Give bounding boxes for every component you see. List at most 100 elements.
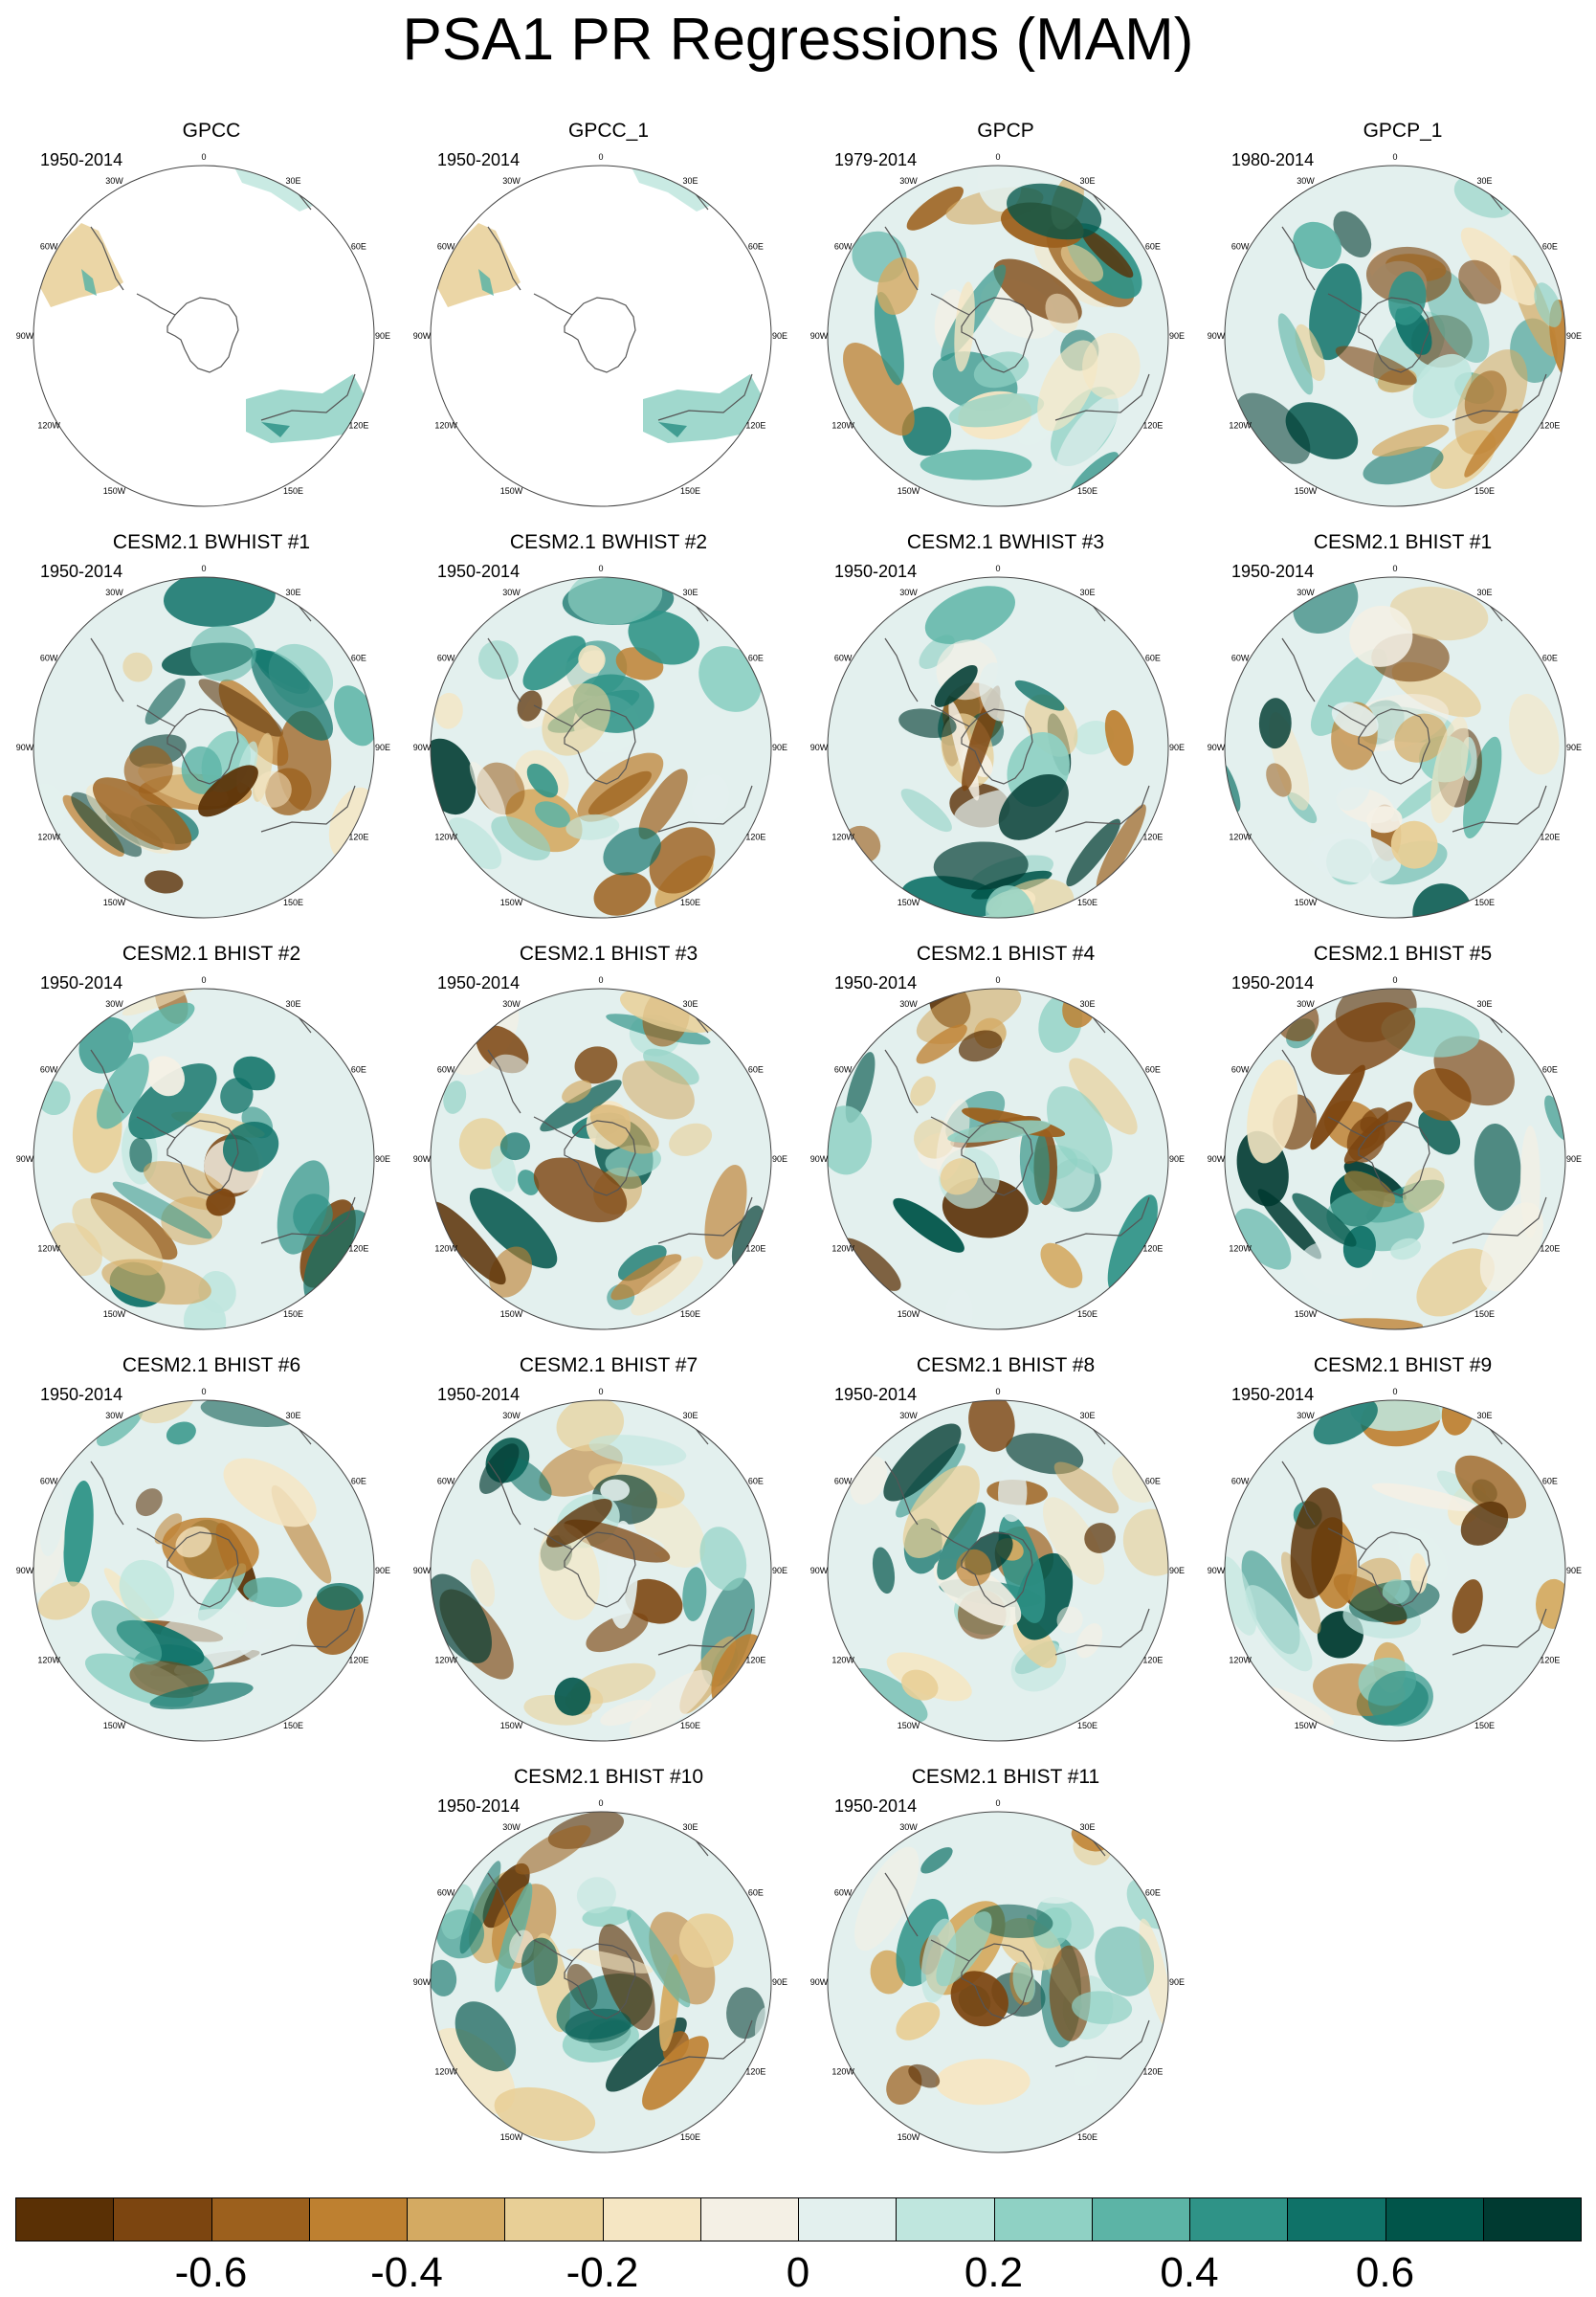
longitude-label: 120W: [434, 833, 457, 842]
longitude-label: 120E: [1142, 2067, 1163, 2077]
longitude-label: 60E: [1145, 242, 1161, 252]
longitude-label: 90E: [375, 1566, 390, 1575]
map-panel: 0 30E 60E 90E 120E 150E 180 150W 120W 90W 60W 30W CE…: [1207, 1353, 1596, 1746]
longitude-label: 0: [201, 152, 206, 162]
longitude-label: 90W: [810, 331, 829, 341]
panel-title: CESM2.1 BWHIST #2: [509, 531, 708, 553]
longitude-label: 0: [995, 564, 1000, 573]
longitude-label: 180: [593, 510, 608, 511]
polar-map: 0 30E 60E 90E 120E 150E 180 150W 120W 90W 60W 30W: [1208, 1387, 1582, 1746]
longitude-label: 120W: [434, 1244, 457, 1254]
longitude-label: 180: [990, 922, 1005, 923]
longitude-label: 150W: [898, 2132, 920, 2142]
longitude-label: 150E: [680, 2132, 700, 2142]
longitude-label: 0: [598, 152, 603, 162]
longitude-label: 90E: [772, 1566, 787, 1575]
longitude-label: 120E: [348, 421, 368, 431]
longitude-label: 0: [1392, 152, 1397, 162]
colorbar-swatch: [113, 2197, 212, 2241]
longitude-label: 150E: [283, 1309, 303, 1319]
figure-title: PSA1 PR Regressions (MAM): [402, 7, 1194, 73]
longitude-label: 120W: [37, 421, 60, 431]
longitude-label: 0: [995, 975, 1000, 985]
longitude-label: 60W: [1231, 654, 1250, 663]
panel-title: GPCC: [182, 120, 241, 142]
longitude-label: 120E: [745, 2067, 765, 2077]
longitude-label: 60W: [437, 1065, 455, 1075]
longitude-label: 0: [201, 975, 206, 985]
longitude-label: 30E: [1476, 588, 1492, 597]
longitude-label: 120E: [745, 1244, 765, 1254]
longitude-label: 150E: [1077, 2132, 1097, 2142]
longitude-label: 90E: [772, 1977, 787, 1987]
polar-map: 0 30E 60E 90E 120E 150E 180 150W 120W 90W 60W 30W: [413, 1387, 787, 1746]
longitude-label: 60W: [437, 242, 455, 252]
longitude-label: 90E: [1169, 1154, 1185, 1164]
longitude-label: 30W: [899, 176, 918, 186]
longitude-label: 60E: [1145, 1065, 1161, 1075]
longitude-label: 90E: [1169, 743, 1185, 752]
longitude-label: 120W: [37, 1244, 60, 1254]
longitude-label: 120W: [831, 1656, 854, 1665]
longitude-label: 90E: [375, 1154, 390, 1164]
map-panel: 0 30E 60E 90E 120E 150E 180 150W 120W 90W 60W 30W CE…: [15, 1353, 408, 1746]
longitude-label: 0: [598, 1798, 603, 1808]
colorbar-tick-label: -0.6: [174, 2249, 248, 2296]
longitude-label: 90W: [413, 1566, 432, 1575]
longitude-label: 30W: [899, 999, 918, 1009]
longitude-label: 90E: [772, 743, 787, 752]
panel-title: CESM2.1 BWHIST #3: [906, 531, 1105, 553]
longitude-label: 90W: [16, 331, 34, 341]
longitude-label: 60W: [437, 1477, 455, 1486]
panel-period: 1950-2014: [437, 973, 521, 992]
colorbar-tick-label: 0: [786, 2249, 810, 2296]
longitude-label: 120E: [348, 833, 368, 842]
longitude-label: 90W: [810, 1977, 829, 1987]
panel-title: CESM2.1 BHIST #4: [916, 943, 1096, 965]
longitude-label: 60W: [1231, 1477, 1250, 1486]
longitude-label: 0: [1392, 564, 1397, 573]
longitude-label: 150E: [1077, 898, 1097, 907]
colorbar-tick-label: 0.6: [1355, 2249, 1415, 2296]
longitude-label: 180: [1387, 1333, 1402, 1334]
map-panel: 0 30E 60E 90E 120E 150E 180 150W 120W 90W 60W 30W CE…: [809, 942, 1202, 1334]
longitude-label: 60W: [40, 242, 58, 252]
longitude-label: 30E: [682, 999, 698, 1009]
longitude-label: 180: [593, 922, 608, 923]
longitude-label: 120E: [1142, 833, 1163, 842]
longitude-label: 180: [593, 2156, 608, 2157]
panel-period: 1950-2014: [1231, 1385, 1315, 1404]
longitude-label: 60E: [748, 1065, 764, 1075]
longitude-label: 120W: [37, 1656, 60, 1665]
polar-map: 0 30E 60E 90E 120E 150E 180 150W 120W 90W 60W 30W: [16, 564, 390, 923]
polar-map: 0 30E 60E 90E 120E 150E 180 150W 120W 90W 60W 30W: [810, 975, 1185, 1334]
longitude-label: 60E: [1542, 654, 1558, 663]
colorbar-tick-label: 0.2: [964, 2249, 1024, 2296]
colorbar-swatch: [699, 2197, 799, 2241]
longitude-label: 120W: [1229, 833, 1252, 842]
longitude-label: 150E: [680, 486, 700, 496]
longitude-label: 60W: [834, 242, 853, 252]
longitude-label: 60E: [1145, 654, 1161, 663]
longitude-label: 30E: [682, 1822, 698, 1832]
longitude-label: 90W: [413, 743, 432, 752]
panel-title: GPCP: [977, 120, 1034, 142]
longitude-label: 150W: [500, 1721, 523, 1730]
longitude-label: 150W: [103, 898, 126, 907]
longitude-label: 30W: [1297, 176, 1315, 186]
longitude-label: 30E: [285, 588, 300, 597]
longitude-label: 60W: [437, 654, 455, 663]
longitude-label: 30E: [682, 1411, 698, 1420]
map-panel: 0 30E 60E 90E 120E 150E 180 150W 120W 90W 60W 30W CE…: [15, 942, 408, 1334]
longitude-label: 150E: [680, 898, 700, 907]
panel-title: CESM2.1 BHIST #8: [916, 1354, 1096, 1376]
longitude-label: 120W: [434, 1656, 457, 1665]
longitude-label: 90E: [1169, 1566, 1185, 1575]
longitude-label: 30E: [1079, 176, 1095, 186]
longitude-label: 120E: [348, 1656, 368, 1665]
longitude-label: 0: [598, 564, 603, 573]
longitude-label: 0: [1392, 975, 1397, 985]
colorbar-swatch: [211, 2197, 310, 2241]
panel-period: 1979-2014: [834, 150, 918, 169]
colorbar-swatch: [1287, 2197, 1386, 2241]
